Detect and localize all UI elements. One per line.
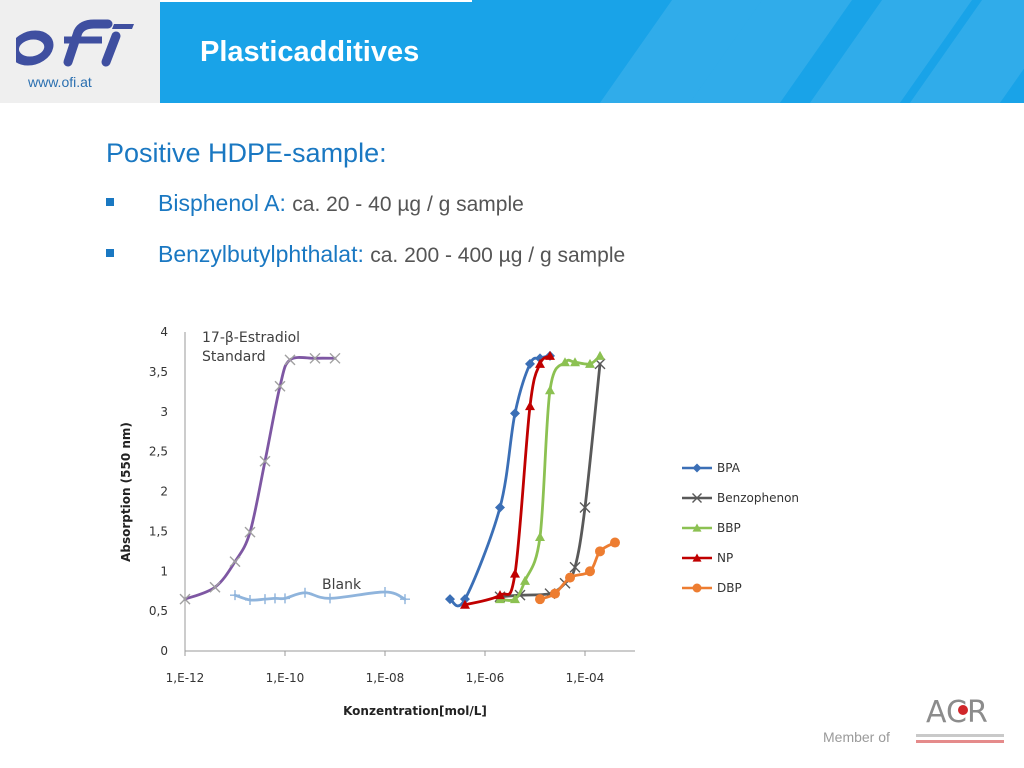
data-point bbox=[229, 556, 241, 568]
bullet-value: ca. 20 - 40 µg / g sample bbox=[292, 193, 524, 216]
data-point bbox=[535, 353, 545, 364]
data-point bbox=[274, 380, 286, 392]
legend-label: BBP bbox=[717, 521, 741, 535]
y-tick-label: 0 bbox=[160, 644, 168, 658]
data-point bbox=[585, 358, 595, 368]
data-point bbox=[445, 594, 455, 605]
data-point bbox=[460, 594, 470, 605]
acr-logo[interactable]: ACR bbox=[912, 690, 1008, 748]
title-bar: Plasticadditives bbox=[160, 0, 1024, 103]
data-point bbox=[380, 586, 390, 597]
series-line bbox=[498, 354, 602, 602]
x-tick-label: 1,E-08 bbox=[366, 671, 405, 685]
data-point bbox=[595, 350, 605, 360]
bullet-term: Benzylbutylphthalat: bbox=[158, 241, 364, 267]
data-point bbox=[545, 350, 555, 360]
data-point bbox=[209, 581, 221, 593]
data-point bbox=[610, 537, 620, 548]
data-point bbox=[400, 594, 410, 605]
data-point bbox=[280, 593, 290, 604]
y-axis-label: Absorption (550 nm) bbox=[119, 422, 133, 562]
square-bullet-icon bbox=[106, 249, 114, 257]
x-tick-label: 1,E-06 bbox=[466, 671, 505, 685]
page-title: Plasticadditives bbox=[200, 36, 420, 68]
legend-label: BPA bbox=[717, 461, 741, 475]
series-line bbox=[448, 354, 552, 608]
member-of-label: Member of bbox=[823, 729, 890, 745]
data-point bbox=[585, 566, 595, 577]
ofi-logo[interactable]: www.ofi.at bbox=[0, 0, 160, 103]
data-point bbox=[260, 594, 270, 605]
acr-subline bbox=[916, 734, 1004, 737]
y-tick-label: 0,5 bbox=[149, 604, 168, 618]
legend-marker bbox=[692, 583, 702, 593]
legend-marker bbox=[692, 493, 702, 503]
data-point bbox=[244, 526, 256, 538]
data-point bbox=[565, 572, 575, 583]
data-point bbox=[550, 588, 560, 599]
data-point bbox=[535, 358, 545, 368]
legend-label: DBP bbox=[717, 581, 742, 595]
legend-marker bbox=[692, 523, 702, 532]
series-line bbox=[183, 356, 337, 601]
legend-marker bbox=[692, 463, 702, 473]
data-point bbox=[510, 408, 520, 419]
data-point bbox=[259, 455, 271, 467]
data-point bbox=[495, 590, 505, 600]
square-bullet-icon bbox=[106, 198, 114, 206]
data-point bbox=[520, 575, 530, 585]
y-tick-label: 1 bbox=[160, 564, 168, 578]
data-point bbox=[525, 401, 535, 411]
data-point bbox=[560, 357, 570, 367]
data-point bbox=[460, 599, 470, 609]
data-point bbox=[595, 546, 605, 557]
x-tick-label: 1,E-12 bbox=[166, 671, 205, 685]
chart-annotation: Standard bbox=[202, 349, 266, 365]
data-point bbox=[545, 385, 555, 395]
x-axis-label: Konzentration[mol/L] bbox=[343, 704, 487, 718]
absorption-chart: Absorption (550 nm) Konzentration[mol/L]… bbox=[119, 325, 799, 718]
data-point bbox=[245, 594, 255, 605]
title-accent-line bbox=[160, 0, 472, 2]
data-point bbox=[570, 357, 580, 367]
chart-annotation: Blank bbox=[322, 577, 362, 593]
legend-label: NP bbox=[717, 551, 733, 565]
section-subtitle: Positive HDPE-sample: bbox=[106, 138, 387, 168]
data-point bbox=[179, 593, 191, 605]
data-point bbox=[535, 531, 545, 541]
data-point bbox=[270, 593, 280, 604]
data-point bbox=[495, 502, 505, 513]
acr-logo-text: ACR bbox=[926, 695, 988, 730]
chart-annotation: 17-β-Estradiol bbox=[202, 330, 300, 346]
bullet-term: Bisphenol A: bbox=[158, 190, 286, 216]
data-point bbox=[284, 354, 296, 366]
data-point bbox=[579, 501, 591, 513]
legend-label: Benzophenon bbox=[717, 491, 799, 505]
legend-marker bbox=[692, 553, 702, 562]
data-point bbox=[230, 590, 240, 601]
y-tick-label: 2,5 bbox=[149, 445, 168, 459]
header: www.ofi.at Plasticadditives bbox=[0, 0, 1024, 103]
acr-dot-icon bbox=[958, 705, 968, 715]
y-tick-label: 3 bbox=[160, 405, 168, 419]
data-point bbox=[535, 594, 545, 605]
y-tick-label: 1,5 bbox=[149, 524, 168, 538]
x-tick-label: 1,E-10 bbox=[266, 671, 305, 685]
y-tick-label: 2 bbox=[160, 485, 168, 499]
y-tick-label: 3,5 bbox=[149, 365, 168, 379]
data-point bbox=[325, 593, 335, 604]
data-point bbox=[300, 587, 310, 598]
data-point bbox=[309, 352, 321, 364]
data-point bbox=[510, 568, 520, 578]
bullet-value: ca. 200 - 400 µg / g sample bbox=[370, 244, 626, 267]
data-point bbox=[510, 594, 520, 604]
logo-url[interactable]: www.ofi.at bbox=[28, 74, 92, 90]
data-point bbox=[569, 561, 581, 573]
x-tick-label: 1,E-04 bbox=[566, 671, 605, 685]
y-tick-label: 4 bbox=[160, 325, 168, 339]
acr-subline bbox=[916, 740, 1004, 743]
data-point bbox=[329, 352, 341, 364]
ofi-logo-icon bbox=[16, 19, 134, 67]
data-point bbox=[525, 358, 535, 369]
